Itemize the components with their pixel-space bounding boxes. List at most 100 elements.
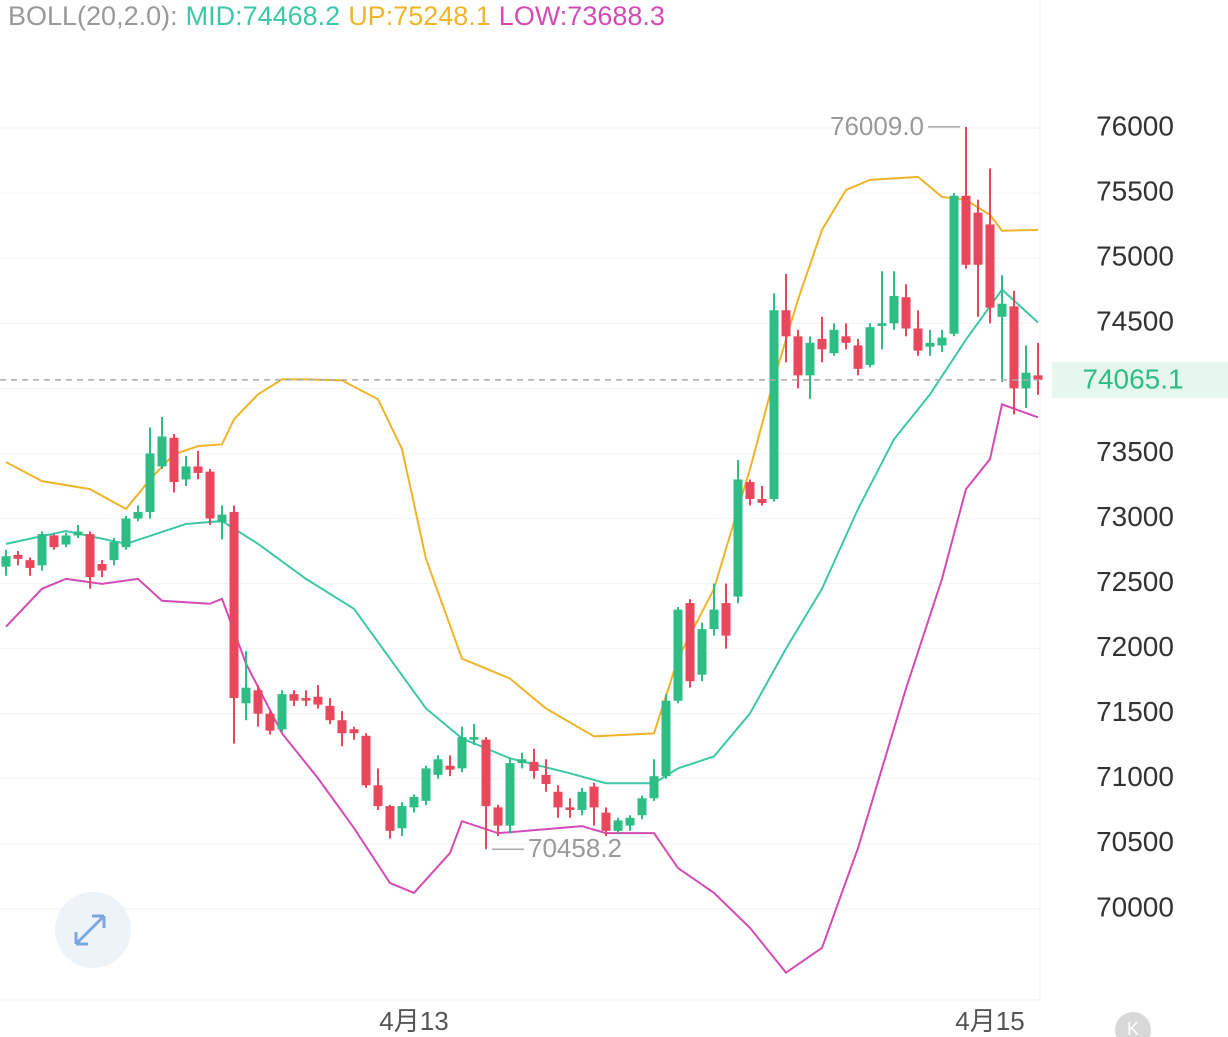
expand-button[interactable] [55,892,131,968]
candle-body [733,479,743,597]
legend-low: LOW:73688.3 [498,1,665,31]
candle-body [553,791,563,808]
y-tick-label: 74500 [1096,306,1174,337]
y-tick-label: 70000 [1096,891,1174,922]
candle-body [277,694,287,730]
candle-body [157,436,167,467]
candle-body [73,531,83,536]
candle-body [469,737,479,740]
candle-body [337,720,347,734]
candle-body [13,554,23,559]
candle-body [721,603,731,636]
legend-mid: MID:74468.2 [185,1,341,31]
candle-body [817,338,827,350]
candle-body [133,511,143,519]
y-tick-label: 75000 [1096,241,1174,272]
candle-body [373,785,383,807]
candle-body [385,806,395,831]
candle-body [61,535,71,545]
last-price-box [1052,361,1228,398]
candle-body [757,498,767,503]
last-price-label: 74065.1 [1082,363,1183,394]
candle-body [241,687,251,704]
candle-body [325,705,335,721]
boll-line [5,403,1039,975]
candle-body [229,511,239,699]
candle-body [1009,306,1019,389]
boll-line [5,175,1039,738]
candle-body [997,303,1007,317]
candle-body [217,514,227,523]
candle-body [709,609,719,630]
candle-body [97,564,107,571]
candle-body [433,759,443,775]
candle-body [193,466,203,473]
candle-body [805,342,815,376]
candle-body [541,774,551,784]
y-tick-label: 76000 [1096,110,1174,141]
candle-body [769,310,779,499]
indicator-header: BOLL(20,2.0): MID:74468.2 UP:75248.1 LOW:73… [8,0,673,32]
candle-body [265,713,275,731]
candle-body [289,694,299,701]
candle-body [697,629,707,675]
y-tick-label: 72000 [1096,631,1174,662]
candle-body [973,212,983,265]
candle-body [745,482,755,499]
candle-body [421,768,431,801]
y-tick-label: 75500 [1096,176,1174,207]
candle-body [565,807,575,811]
candle-body [361,735,371,786]
max-label: 76009.0 [830,111,924,141]
candle-body [865,327,875,365]
candle-body [913,328,923,351]
candle-body [37,534,47,566]
candle-body [793,336,803,376]
candle-body [457,737,467,769]
candle-body [409,796,419,808]
candle-body [397,806,407,829]
candle-body [85,534,95,578]
candle-body [109,541,119,561]
candle-body [529,761,539,771]
candle-body [181,466,191,480]
candle-body [853,345,863,369]
boll-line [5,288,1039,785]
x-tick-label: 4月13 [379,1006,448,1036]
candle-body [985,224,995,308]
candle-body [1033,375,1043,380]
min-label: 70458.2 [528,833,622,863]
candle-body [349,729,359,734]
candle-body [517,759,527,764]
candle-body [589,786,599,808]
k-button[interactable] [1115,1012,1151,1037]
candle-body [925,342,935,347]
y-tick-label: 71500 [1096,696,1174,727]
candle-body [601,812,611,831]
candle-body [1,556,11,567]
candle-body [25,560,35,568]
candle-body [313,696,323,705]
candle-body [301,698,311,701]
candle-body [145,453,155,512]
x-tick-label: 4月15 [955,1006,1024,1036]
k-icon: K [1127,1019,1139,1037]
candle-body [625,817,635,826]
candle-body [937,337,947,346]
candle-body [685,603,695,682]
candle-body [961,195,971,265]
y-tick-label: 72500 [1096,566,1174,597]
y-tick-label: 73000 [1096,501,1174,532]
candle-body [901,297,911,329]
candle-body [877,323,887,326]
y-tick-label: 71000 [1096,761,1174,792]
candle-body [481,739,491,807]
candle-body [661,700,671,777]
y-tick-label: 70500 [1096,826,1174,857]
candle-body [445,765,455,770]
candle-body [889,295,899,324]
candle-body [169,437,179,483]
candle-body [253,690,263,714]
candle-body [841,336,851,343]
